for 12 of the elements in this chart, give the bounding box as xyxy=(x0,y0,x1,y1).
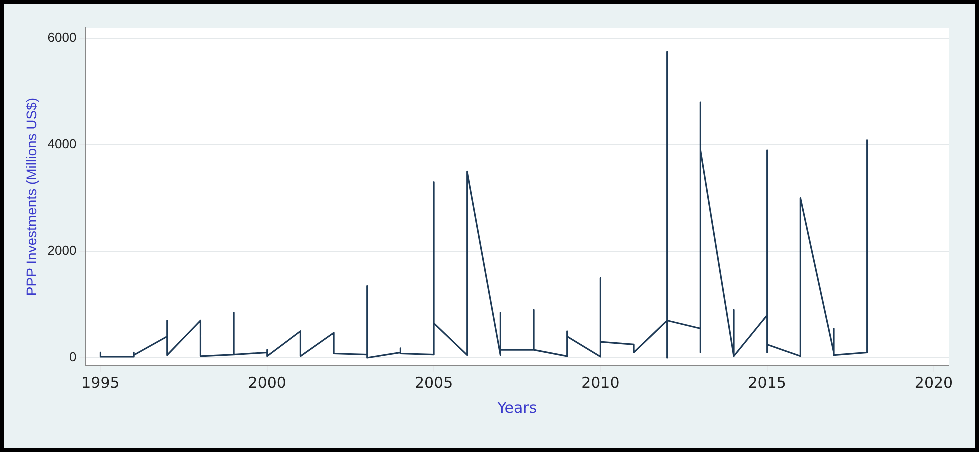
x-tick-label: 2000 xyxy=(248,374,286,392)
y-tick-label: 0 xyxy=(69,350,77,365)
x-tick-label: 2020 xyxy=(914,374,954,392)
y-tick-label: 6000 xyxy=(48,30,77,46)
y-tick-label: 4000 xyxy=(48,136,77,152)
y-tick-label: 2000 xyxy=(48,243,77,258)
y-axis-title: PPP Investments (Millions US$) xyxy=(23,98,40,296)
x-tick-label: 2015 xyxy=(748,374,786,392)
x-tick-label: 2010 xyxy=(582,374,620,392)
x-axis-title: Years xyxy=(496,398,538,417)
x-tick-label: 1995 xyxy=(82,374,120,392)
x-tick-label: 2005 xyxy=(414,374,454,392)
